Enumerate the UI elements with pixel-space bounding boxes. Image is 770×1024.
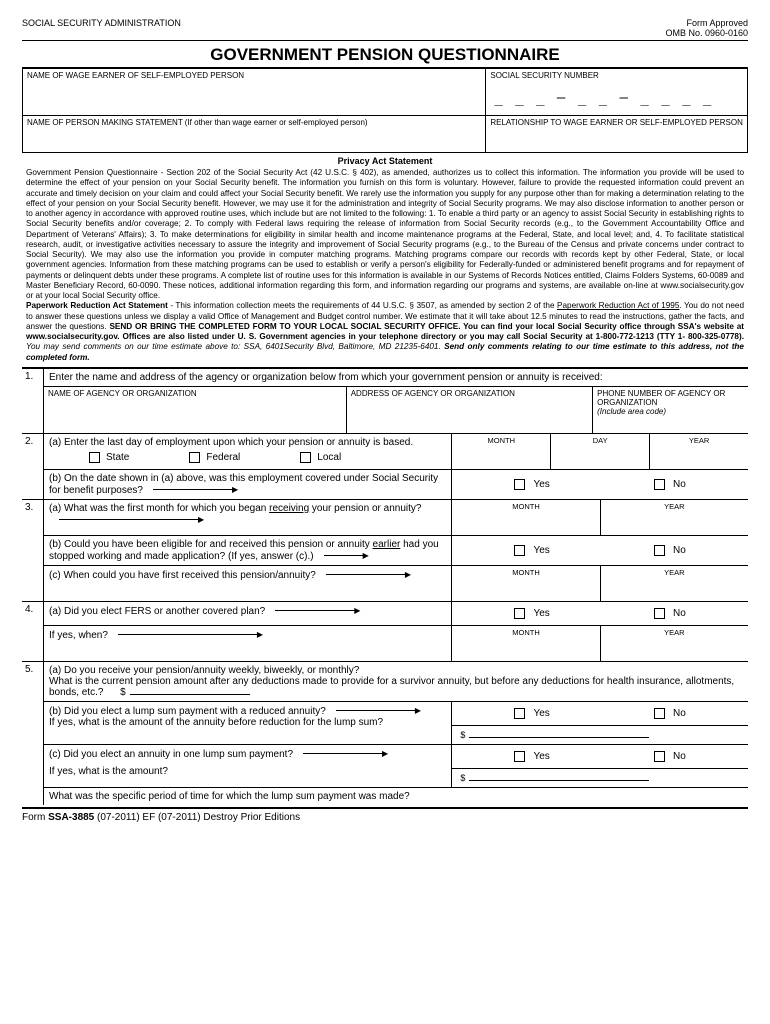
pra-label: Paperwork Reduction Act Statement: [26, 301, 168, 310]
q5b-yes-checkbox[interactable]: [514, 708, 525, 719]
q2b-yes-checkbox[interactable]: [514, 479, 525, 490]
q1-number: 1.: [22, 369, 44, 433]
statement-person-label: NAME OF PERSON MAKING STATEMENT (If othe…: [27, 118, 481, 127]
wage-earner-label: NAME OF WAGE EARNER OF SELF-EMPLOYED PER…: [27, 71, 481, 80]
privacy-body: Government Pension Questionnaire - Secti…: [22, 166, 748, 367]
q2-state-checkbox[interactable]: [89, 452, 100, 463]
q2-month-label: MONTH: [454, 436, 548, 445]
arrow-icon: [324, 550, 369, 562]
arrow-icon: [153, 484, 238, 496]
q3b-t1: (b) Could you have been eligible for and…: [49, 539, 373, 550]
q3a-t1: (a) What was the first month for which y…: [49, 503, 269, 514]
arrow-icon: [303, 748, 388, 760]
q4a-yes-checkbox[interactable]: [514, 608, 525, 619]
q5b-text: (b) Did you elect a lump sum payment wit…: [49, 706, 326, 717]
q3a-month-label: MONTH: [454, 502, 597, 511]
no-label: No: [673, 479, 686, 490]
q3c-text: (c) When could you have first received t…: [49, 570, 316, 581]
q3a-t2: your pension or annuity?: [309, 503, 421, 514]
q2-local-label: Local: [317, 452, 341, 463]
identity-box: NAME OF WAGE EARNER OF SELF-EMPLOYED PER…: [22, 67, 748, 153]
q4-number: 4.: [22, 602, 44, 661]
q2a-text: (a) Enter the last day of employment upo…: [49, 437, 446, 448]
q5d-text: What was the specific period of time for…: [49, 791, 410, 802]
page-title: GOVERNMENT PENSION QUESTIONNAIRE: [22, 41, 748, 67]
q4a-no-checkbox[interactable]: [654, 608, 665, 619]
q5c-text: (c) Did you elect an annuity in one lump…: [49, 749, 293, 760]
q5c2-text: If yes, what is the amount?: [49, 766, 168, 777]
q2-number: 2.: [22, 434, 44, 499]
q2-day-label: DAY: [553, 436, 647, 445]
q3c-month-input[interactable]: [454, 577, 597, 599]
q2-day-input[interactable]: [553, 445, 647, 467]
q2-month-input[interactable]: [454, 445, 548, 467]
q4a-text: (a) Did you elect FERS or another covere…: [49, 606, 265, 617]
arrow-icon: [326, 569, 411, 581]
q3b-no-checkbox[interactable]: [654, 545, 665, 556]
q4b-month-input[interactable]: [454, 637, 597, 659]
form-footer: Form SSA-3885 (07-2011) EF (07-2011) Des…: [22, 807, 748, 823]
q3c-year-input[interactable]: [603, 577, 746, 599]
pra-italic: You may send comments on our time estima…: [26, 342, 444, 351]
arrow-icon: [275, 605, 360, 617]
form-number: SSA-3885: [48, 812, 94, 823]
q2-federal-label: Federal: [206, 452, 240, 463]
q4b-year-input[interactable]: [603, 637, 746, 659]
q5a-text: (a) Do you receive your pension/annuity …: [49, 665, 743, 676]
privacy-text-1: Government Pension Questionnaire - Secti…: [26, 168, 744, 300]
q3b-yes-checkbox[interactable]: [514, 545, 525, 556]
q5b-amount-input[interactable]: [469, 737, 649, 738]
q3a-month-input[interactable]: [454, 511, 597, 533]
q2-local-checkbox[interactable]: [300, 452, 311, 463]
q1-col-address[interactable]: ADDRESS OF AGENCY OR ORGANIZATION: [347, 387, 593, 433]
agency-name: SOCIAL SECURITY ADMINISTRATION: [22, 18, 181, 38]
q3a-year-label: YEAR: [603, 502, 746, 511]
pra-body: - This information collection meets the …: [168, 301, 557, 310]
omb-block: Form Approved OMB No. 0960-0160: [665, 18, 748, 38]
q1-col-phone[interactable]: PHONE NUMBER OF AGENCY OR ORGANIZATION (…: [593, 387, 748, 433]
privacy-heading: Privacy Act Statement: [22, 153, 748, 166]
q5b-no-checkbox[interactable]: [654, 708, 665, 719]
q5a-amount-input[interactable]: [130, 694, 250, 695]
yes-label: Yes: [533, 479, 549, 490]
q2b-no-checkbox[interactable]: [654, 479, 665, 490]
pra-act: Paperwork Reduction Act of 1995: [557, 301, 679, 310]
ssn-label: SOCIAL SECURITY NUMBER: [490, 71, 743, 80]
arrow-icon: [118, 629, 263, 641]
q3b-ul: earlier: [373, 539, 401, 550]
arrow-icon: [336, 705, 421, 717]
pra-bold: SEND OR BRING THE COMPLETED FORM TO YOUR…: [26, 322, 744, 341]
q2-federal-checkbox[interactable]: [189, 452, 200, 463]
dollar-sign: $: [120, 687, 126, 698]
q5c-amount-input[interactable]: [469, 780, 649, 781]
q2-state-label: State: [106, 452, 129, 463]
q2b-text: (b) On the date shown in (a) above, was …: [49, 473, 438, 496]
q5c-no-checkbox[interactable]: [654, 751, 665, 762]
arrow-icon: [59, 514, 204, 526]
q5c-yes-checkbox[interactable]: [514, 751, 525, 762]
q5b2-text: If yes, what is the amount of the annuit…: [49, 717, 383, 728]
q1-col-name[interactable]: NAME OF AGENCY OR ORGANIZATION: [44, 387, 347, 433]
q2-year-input[interactable]: [652, 445, 746, 467]
q3a-ul: receiving: [269, 503, 309, 514]
q1-text: Enter the name and address of the agency…: [44, 369, 748, 386]
q4b-text: If yes, when?: [49, 630, 108, 641]
q2-year-label: YEAR: [652, 436, 746, 445]
omb-number: OMB No. 0960-0160: [665, 28, 748, 38]
top-header: SOCIAL SECURITY ADMINISTRATION Form Appr…: [22, 18, 748, 41]
q5-number: 5.: [22, 662, 44, 805]
form-approved: Form Approved: [665, 18, 748, 28]
q3-number: 3.: [22, 500, 44, 601]
q3a-year-input[interactable]: [603, 511, 746, 533]
ssn-input[interactable]: _ _ _ — _ _ — _ _ _ _: [490, 80, 743, 108]
relationship-label: RELATIONSHIP TO WAGE EARNER OR SELF-EMPL…: [490, 118, 743, 127]
